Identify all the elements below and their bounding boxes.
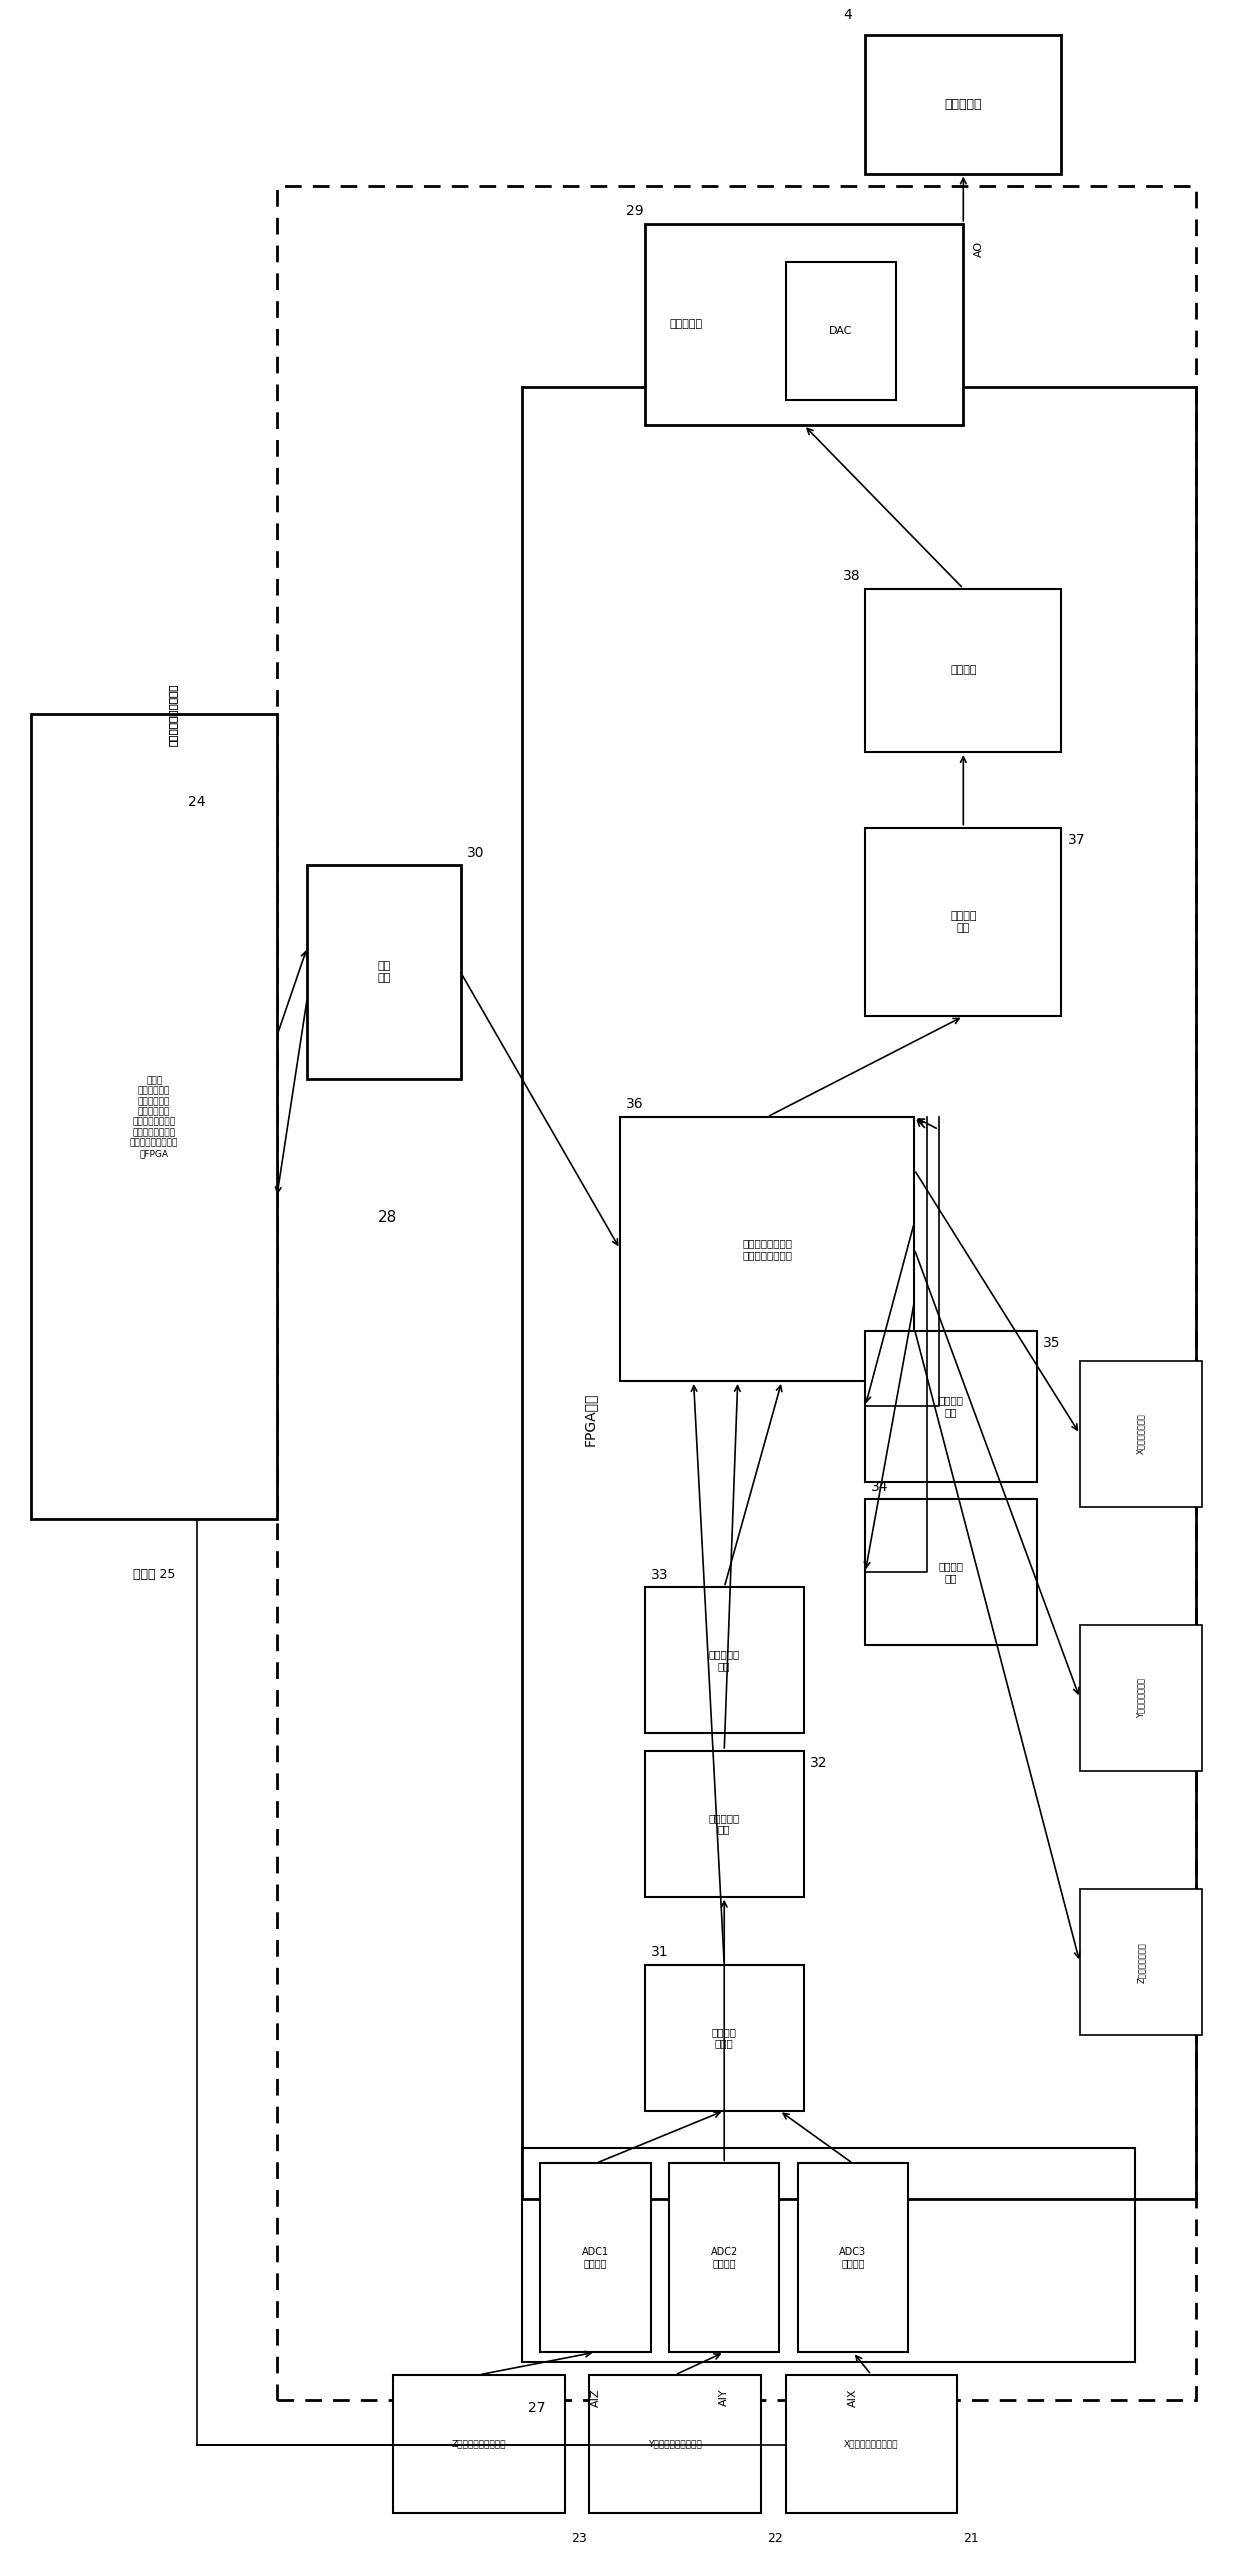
Text: FPGA核心: FPGA核心 [583,1392,596,1445]
Text: 28: 28 [377,1211,397,1226]
Bar [393,2376,565,2513]
Text: AIY: AIY [719,2388,729,2406]
Bar [541,2164,651,2353]
Text: 21: 21 [963,2531,980,2544]
Text: 限制训练
模块: 限制训练 模块 [939,1394,963,1417]
Text: 光阱功能模块所有
个光阱的控制计算: 光阱功能模块所有 个光阱的控制计算 [742,1239,792,1259]
Bar [1080,1361,1203,1506]
Text: Y轴位置存储单元: Y轴位置存储单元 [1137,1677,1146,1718]
Text: 4: 4 [843,8,852,23]
Text: Z轴位置存储单元: Z轴位置存储单元 [1137,1942,1146,1983]
Text: Y轴光测光电传感器组: Y轴光测光电传感器组 [649,2439,702,2450]
Text: 29: 29 [626,204,644,219]
Bar [670,2164,780,2353]
Text: Z轴光测光电传感器组: Z轴光测光电传感器组 [451,2439,506,2450]
Bar [866,589,1061,752]
Text: 上位机 25: 上位机 25 [133,1568,175,1580]
Text: 36: 36 [626,1099,644,1111]
Text: 27: 27 [528,2401,546,2414]
Text: 24: 24 [188,795,206,811]
Text: X轴光测光电传感器组: X轴光测光电传感器组 [844,2439,899,2450]
Bar [866,36,1061,173]
Text: 机器学习
模块: 机器学习 模块 [939,1563,963,1583]
Bar [785,2376,957,2513]
Text: 信号合成
模块: 信号合成 模块 [950,910,977,933]
Bar [308,864,460,1078]
Text: 35: 35 [1043,1336,1060,1351]
Text: 22: 22 [768,2531,782,2544]
Bar [797,2164,908,2353]
Bar [866,1499,1037,1644]
Bar [31,714,277,1519]
Text: 浮点运算器: 浮点运算器 [670,319,702,329]
Text: ADC3
采样模块: ADC3 采样模块 [839,2248,867,2269]
Bar [522,387,1197,2200]
Text: 23: 23 [570,2531,587,2544]
Text: 37: 37 [1068,834,1085,846]
Bar [522,2149,1135,2363]
Bar [645,1588,804,1733]
Text: 光电传感器组灯光电流: 光电传感器组灯光电流 [167,683,177,747]
Text: DAC: DAC [830,326,852,336]
Text: 31: 31 [651,1945,668,1960]
Bar [866,828,1061,1017]
Text: 光电传感器组灯光电流: 光电传感器组灯光电流 [167,683,177,747]
Text: AIZ: AIZ [590,2388,600,2406]
Text: 可视化界面
模块: 可视化界面 模块 [708,1812,740,1835]
Text: ADC1
采样模块: ADC1 采样模块 [582,2248,609,2269]
Text: 33: 33 [651,1568,668,1583]
Text: ADC2
采样模块: ADC2 采样模块 [711,2248,738,2269]
Text: 可视化界面
模块: 可视化界面 模块 [708,1649,740,1672]
Bar [645,224,963,426]
Text: AO: AO [975,242,985,257]
Text: 打光控制器: 打光控制器 [945,97,982,110]
Text: 光斑面测
量模块: 光斑面测 量模块 [712,2026,737,2049]
Text: 报文
参数: 报文 参数 [377,961,391,984]
Bar [645,1965,804,2111]
Text: 上位机
数据采集系统
记录光阱参数
控制光阱启闭
计算光阱切换次数
记录机器学习参数
满足训练条件后发送
给FPGA: 上位机 数据采集系统 记录光阱参数 控制光阱启闭 计算光阱切换次数 记录机器学习… [130,1076,179,1157]
Text: 32: 32 [810,1756,827,1772]
Bar [785,263,895,400]
Bar [645,1751,804,1896]
Text: AIX: AIX [848,2388,858,2406]
Text: 输出接口: 输出接口 [950,665,977,675]
Bar [589,2376,761,2513]
Text: X轴位置存储单元: X轴位置存储单元 [1137,1415,1146,1455]
Bar [277,186,1197,2401]
Text: 38: 38 [843,568,861,584]
Bar [620,1116,914,1382]
Bar [1080,1889,1203,2034]
Text: 34: 34 [872,1481,889,1494]
Bar [866,1331,1037,1481]
Text: 30: 30 [466,846,485,859]
Bar [1080,1626,1203,1772]
